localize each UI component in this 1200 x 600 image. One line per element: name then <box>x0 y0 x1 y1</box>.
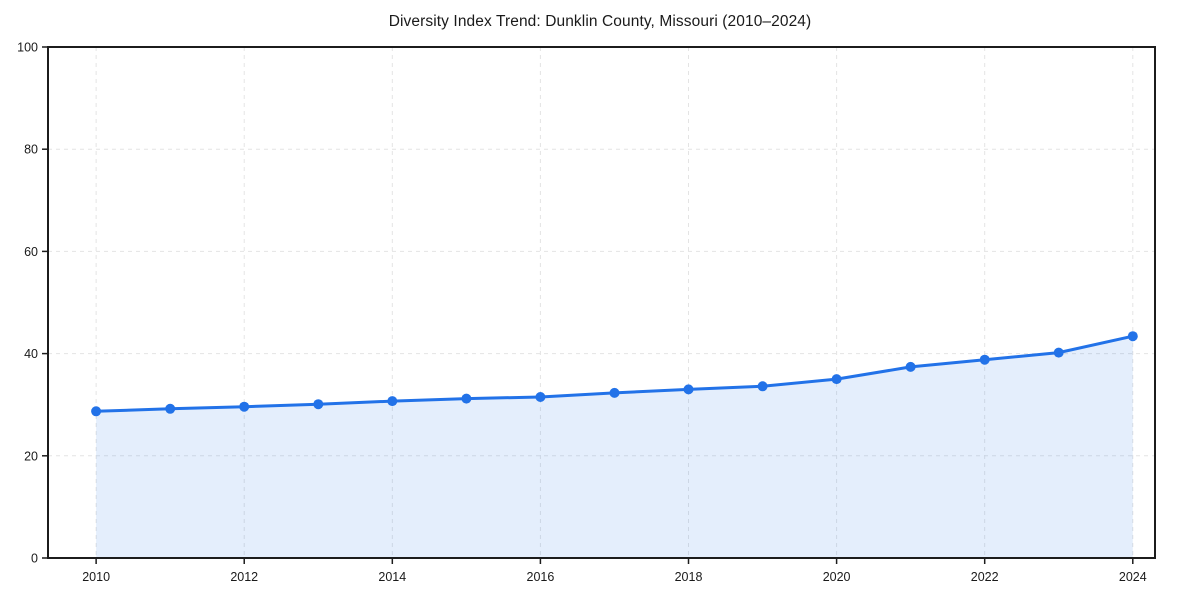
area-fill <box>96 336 1133 558</box>
data-point <box>313 399 324 410</box>
x-tick-label: 2024 <box>1119 570 1147 584</box>
data-point <box>165 403 176 414</box>
data-point <box>609 387 620 398</box>
chart-title: Diversity Index Trend: Dunklin County, M… <box>388 13 812 30</box>
data-point <box>387 396 398 407</box>
y-tick-label: 20 <box>24 449 38 463</box>
data-point <box>683 384 694 395</box>
data-point <box>905 361 916 372</box>
data-point <box>535 392 546 402</box>
data-point <box>831 374 842 385</box>
x-tick-label: 2018 <box>675 570 703 584</box>
data-point <box>1127 331 1138 342</box>
y-tick-label: 60 <box>24 245 38 259</box>
y-tick-label: 0 <box>31 552 38 566</box>
x-tick-label: 2016 <box>527 570 555 584</box>
data-point <box>461 393 472 404</box>
x-tick-label: 2012 <box>230 570 258 584</box>
data-point <box>239 401 250 412</box>
y-tick-label: 40 <box>24 347 38 361</box>
plot-frame <box>47 46 1156 559</box>
x-tick-label: 2020 <box>823 570 851 584</box>
data-point <box>979 354 990 365</box>
data-point <box>1053 347 1064 358</box>
data-point <box>91 406 102 417</box>
x-tick-label: 2022 <box>971 570 999 584</box>
x-tick-label: 2010 <box>82 570 110 584</box>
x-tick-label: 2014 <box>378 570 406 584</box>
data-point <box>757 381 768 392</box>
y-tick-label: 100 <box>17 41 38 55</box>
y-tick-label: 80 <box>24 143 38 157</box>
